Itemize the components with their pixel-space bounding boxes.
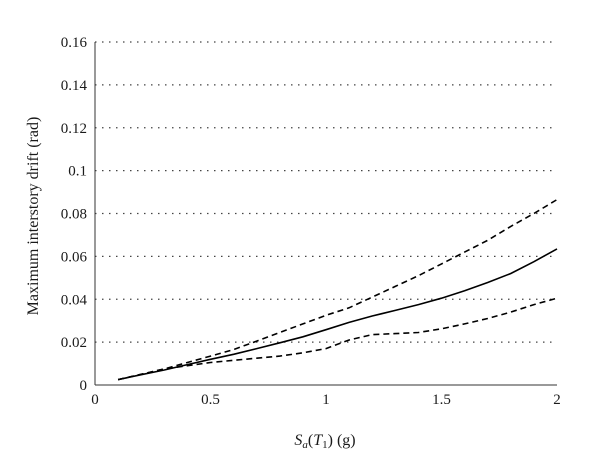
y-tick-label-2: 0.04 [61,292,88,308]
x-tick-label-3: 1.5 [432,392,451,408]
y-tick-label-7: 0.14 [61,78,88,94]
y-tick-label-6: 0.12 [61,121,87,137]
y-tick-label-4: 0.08 [61,207,87,223]
lower-percentile-line [117,297,558,381]
x-axis-title: Sa(T1) (g) [294,432,355,451]
y-tick-label-3: 0.06 [61,249,88,265]
series-lines [117,198,558,381]
x-tick-label-0: 0 [91,392,99,408]
y-tick-label-1: 0.02 [61,335,87,351]
grid-lines [95,41,557,343]
y-tick-labels: 0 0.02 0.04 0.06 0.08 0.1 0.12 0.14 0.16 [61,35,88,394]
x-tick-label-2: 1 [322,392,330,408]
x-tick-label-1: 0.5 [201,392,220,408]
axes [94,42,557,386]
median-line [117,248,558,381]
y-axis-title: Maximum interstory drift (rad) [25,117,42,316]
upper-percentile-line [117,198,558,381]
y-tick-label-8: 0.16 [61,35,88,51]
x-tick-labels: 0 0.5 1 1.5 2 [91,392,561,408]
x-tick-label-4: 2 [553,392,561,408]
y-tick-label-0: 0 [80,378,88,394]
y-tick-label-5: 0.1 [68,164,87,180]
